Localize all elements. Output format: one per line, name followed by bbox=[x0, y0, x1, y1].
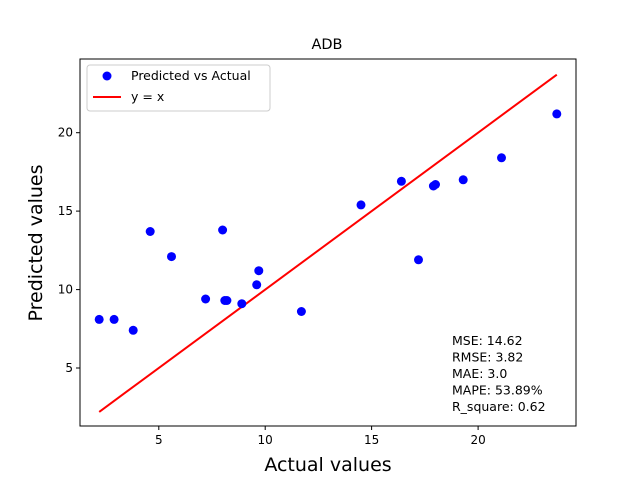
metric-label: MSE: 14.62 bbox=[452, 333, 523, 348]
legend-box bbox=[86, 64, 271, 112]
data-point bbox=[218, 225, 228, 235]
y-axis-label: Predicted values bbox=[25, 164, 47, 321]
data-point bbox=[254, 266, 264, 276]
x-tick-label: 20 bbox=[470, 433, 485, 447]
chart-title: ADB bbox=[311, 37, 342, 53]
legend-marker-scatter bbox=[102, 71, 112, 81]
data-point bbox=[128, 325, 138, 335]
data-point bbox=[497, 153, 506, 163]
data-point bbox=[222, 296, 232, 305]
metric-label: RMSE: 3.82 bbox=[452, 350, 523, 365]
y-tick-label: 15 bbox=[58, 204, 73, 218]
data-point bbox=[296, 307, 306, 316]
legend: Predicted vs Actual y = x bbox=[86, 64, 271, 112]
y-tick-label: 5 bbox=[65, 361, 73, 375]
metric-label: MAPE: 53.89% bbox=[452, 383, 543, 398]
data-point bbox=[201, 294, 211, 304]
axes-frame bbox=[79, 58, 577, 427]
x-tick-label: 5 bbox=[155, 433, 163, 447]
data-point bbox=[414, 255, 423, 265]
metric-label: MAE: 3.0 bbox=[452, 366, 507, 381]
data-point bbox=[431, 180, 440, 189]
x-tick-label: 10 bbox=[258, 433, 273, 447]
data-point bbox=[94, 314, 104, 324]
data-point bbox=[356, 200, 366, 210]
identity-line bbox=[98, 73, 558, 413]
plot-area: 5 10 15 20 5 10 15 20 bbox=[58, 58, 577, 447]
x-axis-label: Actual values bbox=[264, 454, 391, 476]
x-tick-label: 15 bbox=[364, 433, 379, 447]
data-point bbox=[167, 252, 176, 262]
data-point bbox=[145, 227, 155, 236]
data-point bbox=[252, 280, 262, 290]
legend-label-line: y = x bbox=[131, 89, 164, 104]
data-point bbox=[552, 109, 562, 119]
data-point bbox=[237, 299, 247, 309]
data-point bbox=[458, 175, 468, 185]
data-point bbox=[109, 314, 119, 324]
legend-label-scatter: Predicted vs Actual bbox=[131, 68, 251, 83]
y-tick-label: 20 bbox=[58, 126, 73, 140]
y-tick-label: 10 bbox=[58, 283, 73, 297]
metric-label: R_square: 0.62 bbox=[452, 399, 546, 414]
data-point bbox=[396, 176, 406, 186]
